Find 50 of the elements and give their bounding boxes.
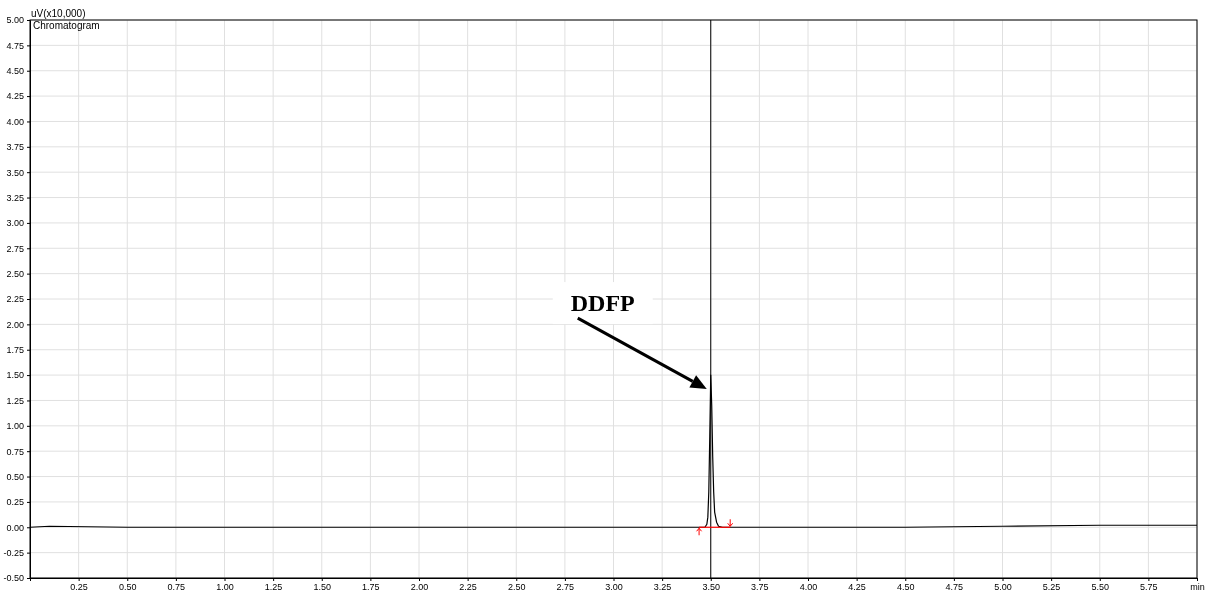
y-tick-label: 0.25 <box>6 497 24 508</box>
x-tick-label: 0.50 <box>118 582 137 593</box>
y-tick-label: 0.75 <box>6 446 24 457</box>
x-tick-label: 4.75 <box>945 582 964 593</box>
x-tick-label: 4.25 <box>848 582 866 593</box>
annotation: DDFP <box>570 290 635 317</box>
y-tick-label: 0.00 <box>6 522 24 533</box>
x-tick-label: min <box>1190 582 1205 593</box>
x-tick-label: 3.75 <box>751 582 769 593</box>
x-tick-label: 1.25 <box>264 582 283 593</box>
x-tick-label: 3.25 <box>653 582 672 593</box>
x-tick-label: 5.75 <box>1140 582 1158 593</box>
x-tick-label: 4.00 <box>799 582 818 593</box>
y-tick-label: 2.25 <box>6 294 24 305</box>
x-tick-label: 1.00 <box>216 582 234 593</box>
y-tick-label: 3.50 <box>6 167 24 178</box>
x-tick-label: 1.50 <box>313 582 332 593</box>
x-tick-label: 5.00 <box>994 582 1012 593</box>
y-tick-label: 2.75 <box>6 243 24 254</box>
y-tick-label: 1.25 <box>6 395 24 406</box>
x-tick-label: 5.50 <box>1091 582 1110 593</box>
y-tick-label: 1.75 <box>6 345 24 356</box>
y-tick-label: 5.00 <box>6 15 24 26</box>
y-tick-label: 2.00 <box>6 319 24 330</box>
y-tick-label: 1.00 <box>6 421 24 432</box>
y-tick-label: 3.75 <box>6 142 24 153</box>
chart-title: Chromatogram <box>33 20 100 31</box>
y-tick-label: 0.50 <box>6 471 24 482</box>
x-tick-label: 2.50 <box>507 582 526 593</box>
y-tick-label: 4.50 <box>6 66 24 77</box>
y-tick-label: 3.00 <box>6 218 24 229</box>
y-tick-label: -0.50 <box>3 573 24 584</box>
y-tick-label: 3.25 <box>6 192 24 203</box>
y-tick-label: 4.25 <box>6 91 24 102</box>
y-tick-label: -0.25 <box>3 548 24 559</box>
x-tick-label: 0.25 <box>70 582 88 593</box>
x-tick-label: 5.25 <box>1042 582 1061 593</box>
x-tick-label: 3.50 <box>702 582 721 593</box>
x-tick-label: 1.75 <box>362 582 380 593</box>
x-tick-label: 4.50 <box>896 582 915 593</box>
x-tick-label: 2.00 <box>410 582 429 593</box>
y-tick-label: 4.00 <box>6 116 24 127</box>
y-tick-label: 4.75 <box>6 40 24 51</box>
y-axis-title: uV(x10,000) <box>31 8 86 19</box>
x-tick-label: 2.25 <box>459 582 477 593</box>
y-tick-label: 2.50 <box>6 269 24 280</box>
x-tick-label: 0.75 <box>167 582 186 593</box>
x-tick-label: 3.00 <box>605 582 623 593</box>
y-tick-label: 1.50 <box>6 370 24 381</box>
x-tick-label: 2.75 <box>556 582 575 593</box>
